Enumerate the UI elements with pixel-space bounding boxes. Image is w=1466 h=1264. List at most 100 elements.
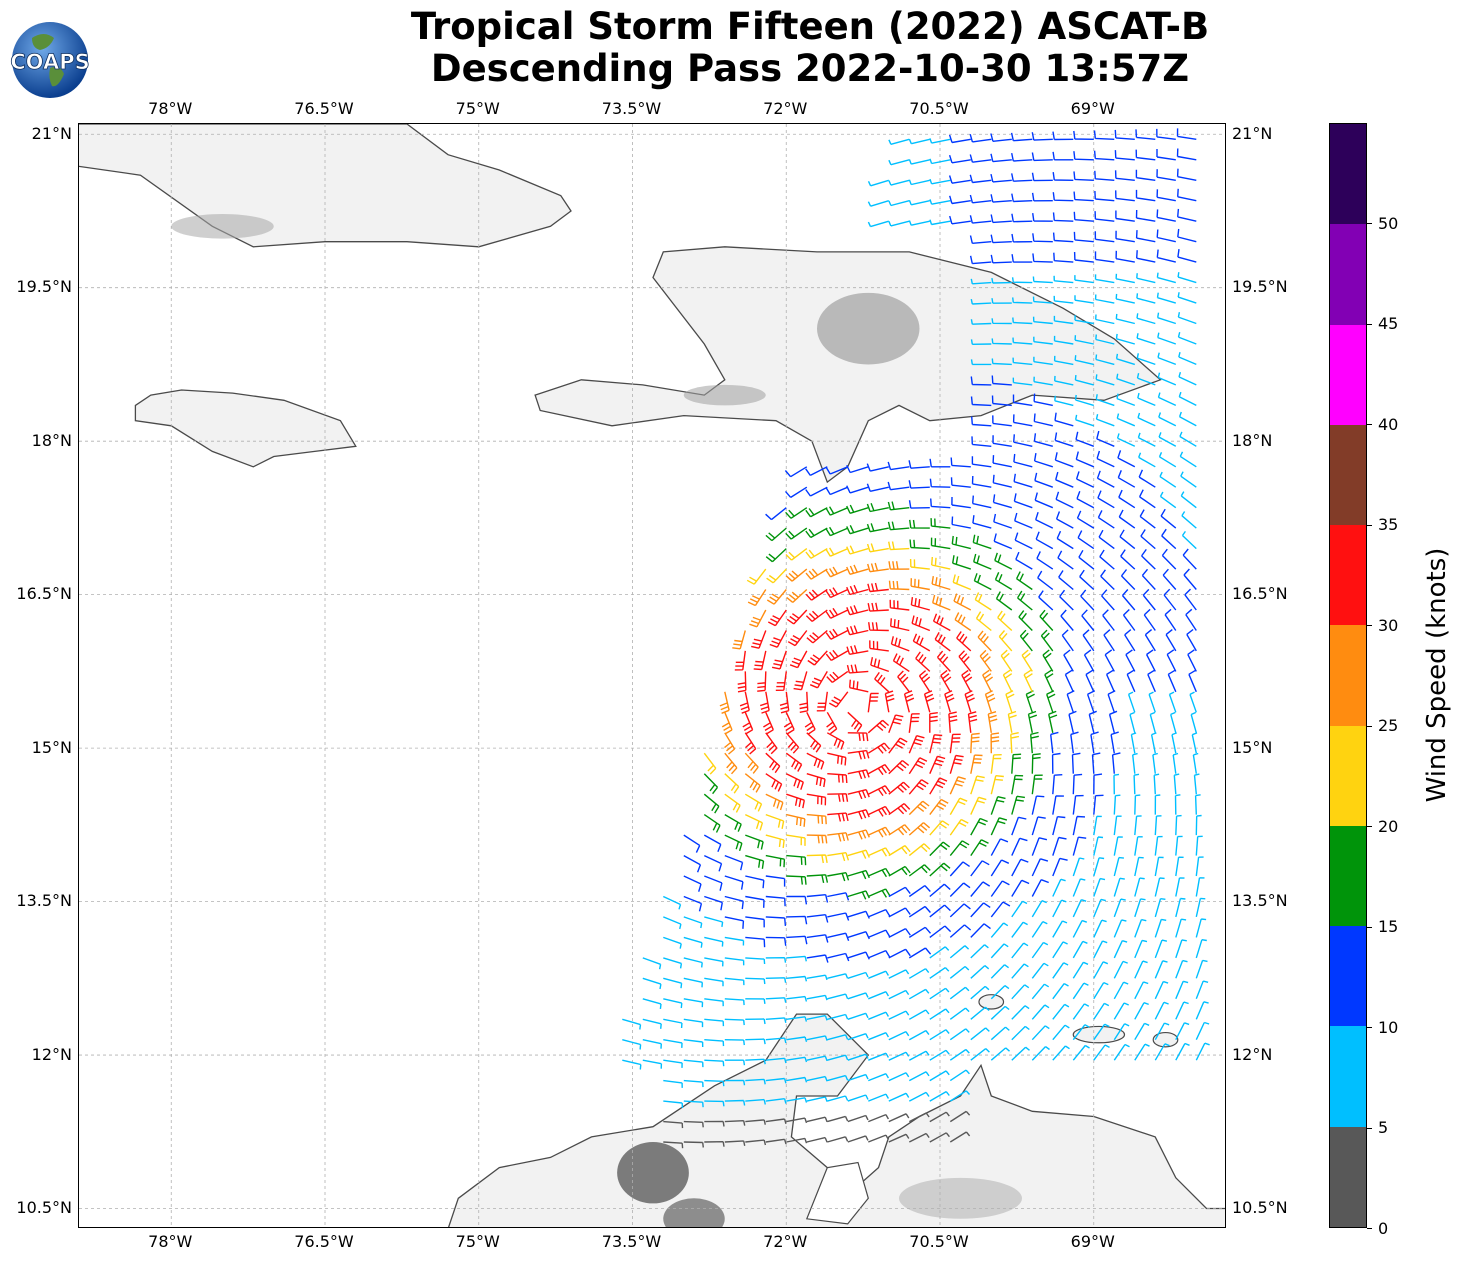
wind-barb-433 bbox=[1072, 773, 1083, 795]
wind-barb-808 bbox=[1137, 432, 1156, 447]
wind-barb-396 bbox=[827, 812, 849, 822]
wind-barb-736 bbox=[1139, 509, 1156, 529]
wind-barb-848 bbox=[1053, 355, 1074, 366]
wind-barb-158 bbox=[868, 991, 890, 1000]
wind-barb-250 bbox=[1052, 920, 1068, 938]
wind-barb-728 bbox=[972, 515, 992, 529]
wind-barb-460 bbox=[1111, 752, 1121, 774]
wind-barb-432 bbox=[1052, 774, 1063, 795]
wind-barb-86 bbox=[1154, 1043, 1170, 1061]
wind-barb-407 bbox=[1052, 795, 1064, 815]
wind-barb-41 bbox=[888, 1092, 910, 1102]
wind-barb-496 bbox=[847, 732, 869, 742]
wind-barb-151 bbox=[724, 998, 745, 1006]
wind-barb-771 bbox=[1013, 473, 1033, 488]
wind-barb-905 bbox=[1094, 251, 1115, 263]
wind-barb-189 bbox=[929, 967, 950, 979]
wind-barb-667 bbox=[1037, 570, 1054, 591]
wind-barb-29 bbox=[949, 1110, 971, 1123]
wind-barb-371 bbox=[827, 832, 849, 842]
wind-barb-233 bbox=[704, 936, 724, 947]
wind-barb-475 bbox=[908, 735, 925, 754]
wind-barb-49 bbox=[745, 1078, 766, 1085]
wind-barb-400 bbox=[908, 800, 930, 816]
wind-barb-214 bbox=[868, 949, 891, 959]
wind-barb-149 bbox=[683, 998, 704, 1008]
wind-barb-929 bbox=[1032, 213, 1053, 222]
wind-barb-508 bbox=[1088, 710, 1097, 733]
wind-barb-673 bbox=[1162, 568, 1177, 590]
terrain-shade-0 bbox=[617, 1142, 689, 1204]
wind-barb-899 bbox=[969, 255, 992, 265]
wind-barb-579 bbox=[1083, 649, 1095, 672]
wind-barb-711 bbox=[1056, 530, 1074, 550]
wind-barb-162 bbox=[949, 986, 970, 1000]
wind-barb-701 bbox=[846, 545, 869, 555]
wind-barb-518 bbox=[804, 711, 816, 735]
wind-barb-603 bbox=[1103, 629, 1115, 652]
wind-barb-256 bbox=[1175, 918, 1187, 938]
wind-barb-921 bbox=[867, 220, 889, 228]
wind-barb-119 bbox=[642, 1018, 662, 1029]
wind-barb-942 bbox=[969, 194, 992, 204]
wind-barb-413 bbox=[1174, 794, 1181, 815]
wind-barb-968 bbox=[1176, 168, 1197, 181]
wind-barb-793 bbox=[1054, 452, 1074, 468]
wind-barb-957 bbox=[948, 175, 971, 184]
wind-barb-676 bbox=[766, 568, 787, 584]
wind-barb-733 bbox=[1076, 510, 1095, 529]
wind-barb-360 bbox=[1134, 836, 1143, 856]
wind-barb-309 bbox=[1154, 877, 1165, 897]
wind-barb-113 bbox=[1113, 1023, 1130, 1041]
wind-barb-145 bbox=[1175, 1001, 1189, 1020]
wind-barb-114 bbox=[1134, 1022, 1150, 1041]
wind-barb-506 bbox=[1048, 710, 1058, 733]
wind-barb-868 bbox=[1012, 317, 1033, 325]
wind-barb-655 bbox=[786, 588, 808, 603]
wind-barb-492 bbox=[765, 732, 778, 755]
wind-barb-199 bbox=[1134, 960, 1148, 979]
wind-barb-370 bbox=[806, 834, 828, 844]
lat-label-right: 16.5°N bbox=[1232, 584, 1288, 604]
wind-barb-587 bbox=[771, 650, 787, 670]
lon-label-bottom: 78°W bbox=[148, 1231, 193, 1251]
wind-barb-154 bbox=[786, 995, 808, 1002]
wind-barb-660 bbox=[888, 580, 910, 591]
wind-barb-192 bbox=[990, 964, 1010, 979]
wind-barb-202 bbox=[1195, 959, 1208, 979]
wind-barb-109 bbox=[1031, 1025, 1050, 1041]
wind-barb-148 bbox=[663, 998, 683, 1009]
wind-barb-873 bbox=[1115, 313, 1135, 325]
wind-barb-143 bbox=[1134, 1002, 1149, 1020]
wind-barb-339 bbox=[704, 854, 723, 872]
wind-barb-305 bbox=[1072, 878, 1086, 897]
wind-barb-704 bbox=[909, 539, 930, 550]
wind-barb-945 bbox=[1031, 192, 1053, 202]
wind-barb-306 bbox=[1093, 877, 1106, 897]
wind-barb-902 bbox=[1032, 253, 1053, 263]
wind-barb-717 bbox=[1181, 530, 1197, 550]
wind-barb-933 bbox=[1115, 210, 1135, 222]
colorbar-bin bbox=[1330, 1026, 1366, 1127]
wind-barb-794 bbox=[1075, 451, 1095, 468]
wind-barb-510 bbox=[1129, 711, 1136, 733]
wind-barb-344 bbox=[806, 854, 828, 864]
wind-barb-196 bbox=[1072, 961, 1089, 979]
wind-barb-153 bbox=[765, 997, 787, 1003]
wind-barb-778 bbox=[1159, 471, 1177, 488]
wind-barb-765 bbox=[887, 481, 910, 491]
wind-barb-917 bbox=[1115, 230, 1135, 243]
lat-label-right: 12°N bbox=[1232, 1044, 1273, 1064]
wind-barb-678 bbox=[805, 568, 828, 580]
colorbar-bin bbox=[1330, 625, 1366, 726]
wind-barb-193 bbox=[1011, 963, 1029, 979]
wind-barb-773 bbox=[1055, 471, 1074, 488]
wind-barb-238 bbox=[806, 934, 829, 943]
wind-barb-560 bbox=[1167, 669, 1177, 693]
coaps-logo: COAPS bbox=[10, 22, 90, 98]
wind-barb-846 bbox=[1012, 357, 1033, 366]
wind-barb-780 bbox=[784, 466, 808, 478]
wind-barb-70 bbox=[827, 1054, 849, 1061]
wind-barb-970 bbox=[908, 159, 930, 165]
wind-barb-270 bbox=[908, 905, 931, 918]
